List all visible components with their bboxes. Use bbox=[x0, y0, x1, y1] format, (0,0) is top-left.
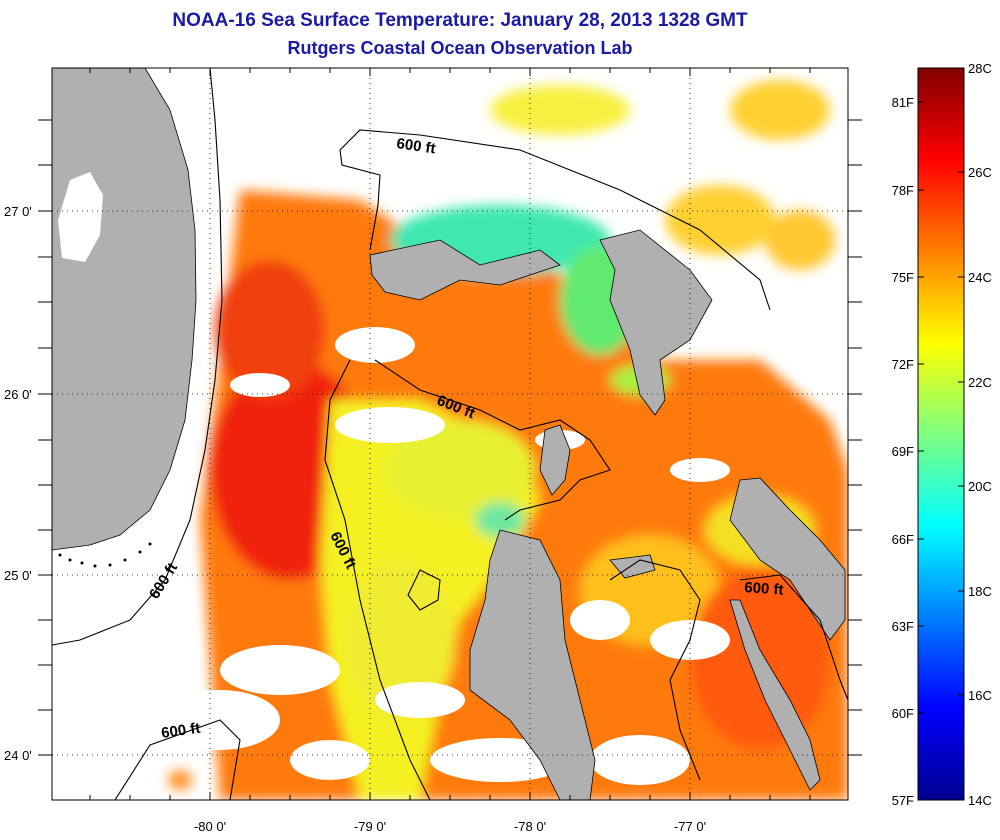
celsius-label: 18C bbox=[968, 584, 992, 599]
fahrenheit-label: 66F bbox=[892, 532, 914, 547]
lat-tick-label: 27 0' bbox=[4, 204, 32, 219]
isobath-contours bbox=[52, 68, 848, 800]
colorbar bbox=[917, 67, 965, 801]
celsius-label: 16C bbox=[968, 688, 992, 703]
colorbar-ticks bbox=[918, 67, 964, 801]
map-subtitle: Rutgers Coastal Ocean Observation Lab bbox=[287, 38, 633, 58]
land bbox=[52, 68, 846, 800]
graticule bbox=[52, 68, 848, 800]
exuma-cays bbox=[729, 599, 821, 791]
lon-tick-label: -77 0' bbox=[674, 819, 706, 834]
celsius-label: 20C bbox=[968, 479, 992, 494]
longitude-labels: -80 0' -79 0' -78 0' -77 0' bbox=[194, 819, 706, 834]
fahrenheit-label: 72F bbox=[892, 357, 914, 372]
lake-okeechobee bbox=[58, 172, 103, 262]
celsius-label: 26C bbox=[968, 165, 992, 180]
celsius-label: 22C bbox=[968, 375, 992, 390]
map-title: NOAA-16 Sea Surface Temperature: January… bbox=[172, 10, 748, 31]
fahrenheit-label: 57F bbox=[892, 793, 914, 808]
lat-tick-label: 25 0' bbox=[4, 568, 32, 583]
fahrenheit-label: 63F bbox=[892, 619, 914, 634]
fahrenheit-label: 75F bbox=[892, 270, 914, 285]
celsius-label: 28C bbox=[968, 61, 992, 76]
latitude-labels: 27 0' 26 0' 25 0' 24 0' bbox=[4, 204, 32, 763]
andros-island bbox=[469, 529, 596, 800]
berry-islands bbox=[539, 424, 571, 496]
grand-bahama bbox=[369, 239, 561, 301]
contour-label: 600 ft bbox=[160, 720, 201, 742]
celsius-label: 14C bbox=[968, 793, 992, 808]
lat-tick-label: 24 0' bbox=[4, 748, 32, 763]
fahrenheit-label: 81F bbox=[892, 95, 914, 110]
lon-tick-label: -78 0' bbox=[514, 819, 546, 834]
contour-label: 600 ft bbox=[744, 579, 784, 599]
fahrenheit-label: 69F bbox=[892, 444, 914, 459]
fahrenheit-label: 60F bbox=[892, 706, 914, 721]
axis-ticks bbox=[38, 68, 862, 800]
colorbar-fahrenheit-labels: 81F 78F 75F 72F 69F 66F 63F 60F 57F bbox=[892, 95, 914, 808]
celsius-label: 24C bbox=[968, 270, 992, 285]
contour-label: 600 ft bbox=[395, 135, 436, 157]
lon-tick-label: -79 0' bbox=[354, 819, 386, 834]
florida-keys bbox=[58, 542, 152, 568]
lon-tick-label: -80 0' bbox=[194, 819, 226, 834]
lat-tick-label: 26 0' bbox=[4, 387, 32, 402]
colorbar-celsius-labels: 28C 26C 24C 22C 20C 18C 16C 14C bbox=[968, 61, 992, 808]
abaco-island bbox=[599, 229, 713, 416]
fahrenheit-label: 78F bbox=[892, 183, 914, 198]
map-panel: 600 ft 600 ft 600 ft 600 ft 600 ft 600 f… bbox=[52, 68, 848, 800]
eleuthera-island bbox=[729, 477, 846, 641]
